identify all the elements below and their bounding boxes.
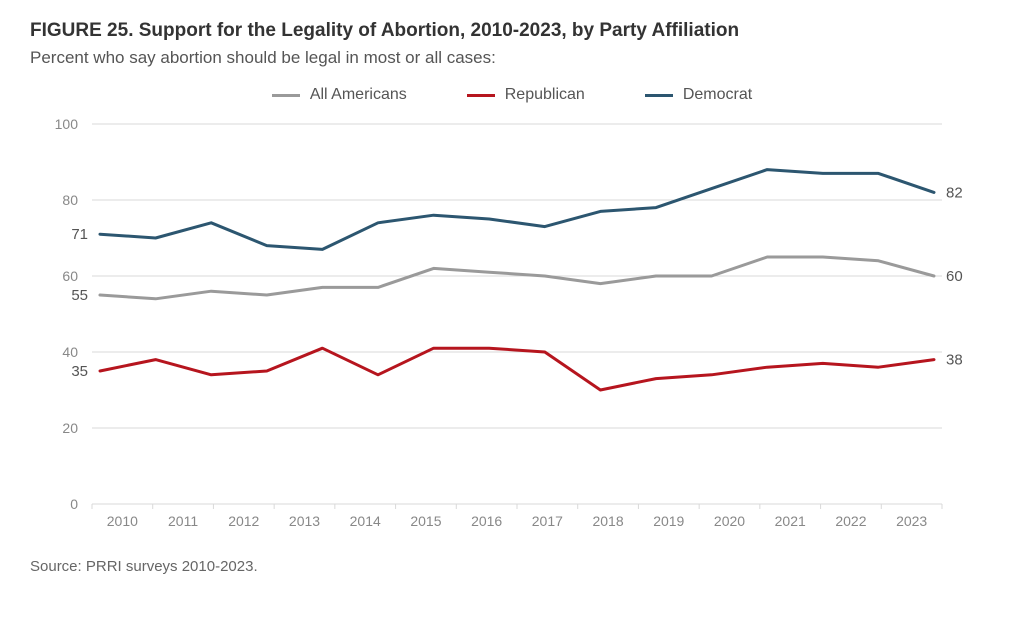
figure-source: Source: PRRI surveys 2010-2023. [30, 558, 994, 575]
svg-text:2015: 2015 [410, 513, 441, 529]
svg-text:80: 80 [62, 192, 78, 208]
legend-item: Republican [467, 86, 585, 104]
legend-swatch [272, 94, 300, 97]
svg-text:55: 55 [71, 287, 88, 304]
svg-text:2018: 2018 [592, 513, 623, 529]
figure-number: FIGURE 25. [30, 20, 139, 41]
svg-text:2021: 2021 [775, 513, 806, 529]
svg-text:60: 60 [946, 268, 963, 285]
legend-label: Democrat [683, 86, 752, 104]
svg-text:2016: 2016 [471, 513, 502, 529]
legend-item: Democrat [645, 86, 752, 104]
figure-subtitle: Percent who say abortion should be legal… [30, 48, 994, 68]
svg-text:2020: 2020 [714, 513, 745, 529]
figure-container: FIGURE 25. Support for the Legality of A… [0, 0, 1024, 629]
chart-area: 0 20 40 60 80 100 2010 2011 2012 2013 2014 2015 2016… [32, 114, 992, 544]
legend-swatch [645, 94, 673, 97]
legend-swatch [467, 94, 495, 97]
svg-text:0: 0 [70, 496, 78, 512]
svg-text:71: 71 [71, 226, 88, 243]
svg-text:100: 100 [55, 116, 79, 132]
svg-text:2022: 2022 [835, 513, 866, 529]
legend-item: All Americans [272, 86, 407, 104]
svg-text:2010: 2010 [107, 513, 138, 529]
line-chart-svg: 0 20 40 60 80 100 2010 2011 2012 2013 2014 2015 2016… [32, 114, 992, 544]
svg-text:40: 40 [62, 344, 78, 360]
svg-text:2011: 2011 [168, 513, 198, 529]
figure-title-text: Support for the Legality of Abortion, 20… [139, 20, 739, 41]
svg-text:20: 20 [62, 420, 78, 436]
svg-text:2014: 2014 [350, 513, 381, 529]
figure-title: FIGURE 25. Support for the Legality of A… [30, 20, 994, 42]
svg-text:82: 82 [946, 184, 963, 201]
svg-text:2019: 2019 [653, 513, 684, 529]
legend-label: Republican [505, 86, 585, 104]
legend-label: All Americans [310, 86, 407, 104]
chart-legend: All Americans Republican Democrat [30, 86, 994, 104]
svg-text:2017: 2017 [532, 513, 563, 529]
svg-text:2013: 2013 [289, 513, 320, 529]
svg-text:38: 38 [946, 352, 963, 369]
svg-text:2012: 2012 [228, 513, 259, 529]
svg-text:35: 35 [71, 363, 88, 380]
svg-text:60: 60 [62, 268, 78, 284]
svg-text:2023: 2023 [896, 513, 927, 529]
